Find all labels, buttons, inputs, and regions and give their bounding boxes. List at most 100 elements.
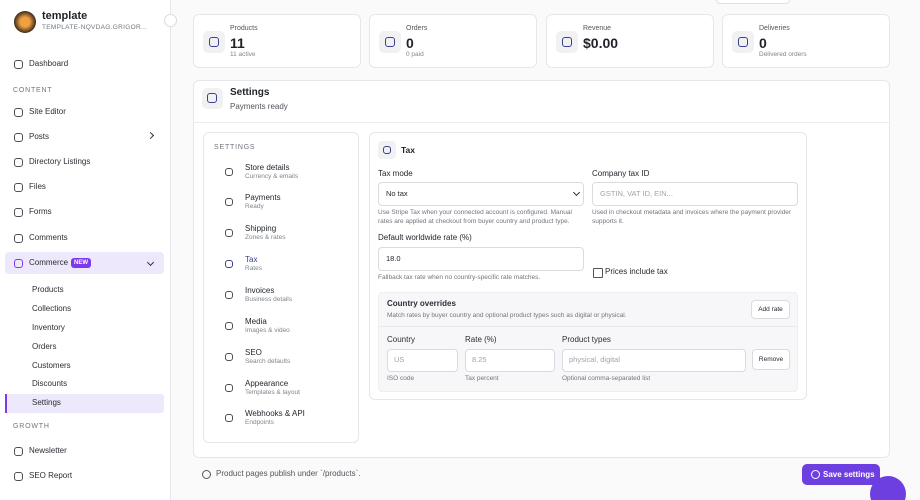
tax-title: Tax [401,145,416,155]
nav-item[interactable]: Orders [32,342,57,351]
top-button-edge[interactable] [716,0,790,4]
settings-nav-item[interactable]: Appearance [245,379,289,388]
nav-item[interactable]: Posts [29,132,50,141]
nav-item[interactable]: Directory Listings [29,157,91,166]
chat-bubble[interactable] [870,476,906,500]
settings-nav-item[interactable]: SEO [245,348,262,357]
button-label[interactable]: Add rate [758,306,783,313]
nav-item[interactable]: Inventory [32,323,65,332]
icon [14,182,23,192]
button-label[interactable]: Remove [758,356,784,363]
nav-active[interactable] [5,394,164,413]
icon [383,146,391,154]
settings-nav-item[interactable]: Invoices [245,286,275,295]
footer-note: Product pages publish under `/products`. [216,469,361,478]
settings-nav-item[interactable]: Tax [245,255,258,264]
settings-nav-item[interactable]: Media [245,317,267,326]
icon [225,353,233,361]
icon [225,384,233,392]
help-text: Use Stripe Tax when your connected accou… [378,209,572,225]
stat-value: 0 [406,35,414,51]
nav-item[interactable]: Comments [29,233,68,242]
settings-nav-item[interactable]: Store details [245,163,290,172]
settings-nav-sub: Images & video [245,327,290,334]
button-label[interactable]: Save settings [823,470,875,479]
nav-item[interactable]: Discounts [32,379,68,388]
placeholder: GSTIN, VAT ID, EIN... [600,189,673,198]
icon [14,471,23,481]
nav-item[interactable]: Files [29,182,46,191]
nav-item[interactable]: Products [32,285,64,294]
stat-note: Delivered orders [759,51,807,58]
field-label: Default worldwide rate (%) [378,233,472,242]
stat-note: 11 active [230,51,256,58]
column-label: Rate (%) [465,335,497,344]
nav-item[interactable]: Customers [32,361,71,370]
overrides-title: Country overrides [387,299,456,308]
text-input[interactable] [592,182,798,206]
icon [738,37,748,47]
icon [225,198,233,206]
stat-label: Products [230,25,258,32]
settings-nav-sub: Zones & rates [245,234,286,241]
settings-nav-sub: Ready [245,203,264,210]
help-text: ISO code [387,375,415,382]
settings-nav-sub: Search defaults [245,358,291,365]
checkbox-label[interactable]: Prices include tax [605,267,668,276]
settings-nav-sub: Rates [245,265,262,272]
text-input[interactable] [465,349,555,372]
stat-icon-box [203,31,225,53]
nav-item[interactable]: Site Editor [29,107,66,116]
nav-item[interactable]: Collections [32,304,72,313]
nav-item[interactable]: Dashboard [29,59,69,68]
settings-nav-sub: Currency & emails [245,173,299,180]
icon [14,59,23,69]
site-name: template [42,10,88,22]
icon [225,291,233,299]
remove-button[interactable] [752,349,790,370]
help-text: Fallback tax rate when no country-specif… [378,274,541,281]
settings-nav-item[interactable]: Webhooks & API [245,409,305,418]
text-input[interactable] [562,349,746,372]
icon [225,168,233,176]
column-label: Product types [562,335,611,344]
icon [14,132,23,142]
field-label: Company tax ID [592,169,650,178]
sidebar [0,0,171,500]
collapse-button[interactable] [164,14,177,27]
placeholder: physical, digital [569,355,620,364]
site-slug: TEMPLATE-NQVDAG.GRIGOR... [42,24,148,31]
icon [14,107,23,117]
save-button[interactable] [802,464,880,485]
input-value: 18.0 [386,254,401,263]
placeholder: 8.25 [472,355,487,364]
stat-card [546,14,714,68]
text-input[interactable] [387,349,458,372]
stat-value: $0.00 [583,35,619,51]
placeholder: US [394,355,405,364]
nav-item[interactable]: Forms [29,207,52,216]
settings-nav-item[interactable]: Shipping [245,224,277,233]
column-label: Country [387,335,416,344]
select[interactable] [378,182,584,206]
icon [207,93,217,103]
settings-nav-sub: Templates & layout [245,389,300,396]
save-icon [811,470,820,479]
icon [14,157,23,167]
nav-item[interactable]: Newsletter [29,446,67,455]
settings-nav-heading: SETTINGS [214,144,256,151]
settings-nav-item[interactable]: Payments [245,193,281,202]
checkbox[interactable] [593,268,603,278]
icon [14,233,23,243]
field-label: Tax mode [378,169,413,178]
settings-nav-sub: Endpoints [245,419,274,426]
active-bar [5,394,7,413]
stat-label: Deliveries [759,25,790,32]
help-text: Used in checkout metadata and invoices w… [592,209,792,225]
nav-item[interactable]: SEO Report [29,471,73,480]
stat-card [193,14,361,68]
nav-item[interactable]: Settings [32,398,61,407]
nav-item[interactable]: Commerce [29,258,69,267]
add-rate-button[interactable] [751,300,790,319]
text-input[interactable] [378,247,584,271]
